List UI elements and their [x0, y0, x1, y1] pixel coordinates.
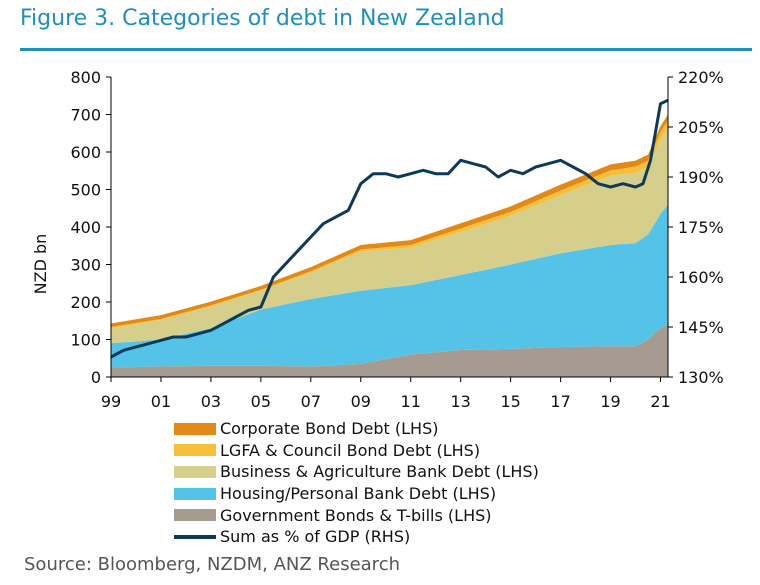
legend-swatch-business [174, 465, 216, 478]
legend-item-business: Business & Agriculture Bank Debt (LHS) [174, 461, 539, 483]
x-tick-label: 17 [550, 392, 570, 411]
legend-label-government: Government Bonds & T-bills (LHS) [220, 505, 492, 525]
right-tick-label: 145% [678, 318, 724, 337]
right-tick-label: 220% [678, 68, 724, 87]
x-tick-label: 05 [251, 392, 271, 411]
y-axis-title: NZD bn [31, 234, 50, 295]
legend-swatch-corporate [174, 422, 216, 435]
right-tick-label: 175% [678, 218, 724, 237]
figure-title: Figure 3. Categories of debt in New Zeal… [20, 6, 505, 31]
gdp-ratio-line [110, 98, 669, 359]
area-housing-personal-bank-debt-lhs [111, 204, 668, 368]
x-tick-label: 09 [351, 392, 371, 411]
left-y-ticks: 0 100 200 300 400 500 600 700 800 [70, 68, 111, 387]
right-tick-label: 130% [678, 368, 724, 387]
left-tick-label: 200 [70, 293, 101, 312]
right-tick-label: 160% [678, 268, 724, 287]
left-tick-label: 700 [70, 106, 101, 125]
legend-label-corporate: Corporate Bond Debt (LHS) [220, 419, 439, 439]
left-tick-label: 100 [70, 331, 101, 350]
area-government-bonds-t-bills-lhs [111, 324, 668, 377]
left-tick-label: 500 [70, 181, 101, 200]
left-tick-label: 0 [91, 368, 101, 387]
legend-swatch-housing [174, 487, 216, 500]
legend-item-gdp-ratio: Sum as % of GDP (RHS) [174, 526, 539, 548]
x-tick-label: 21 [650, 392, 670, 411]
x-tick-label: 15 [500, 392, 520, 411]
legend-label-gdp-ratio: Sum as % of GDP (RHS) [220, 527, 411, 547]
right-tick-label: 205% [678, 118, 724, 137]
legend-label-housing: Housing/Personal Bank Debt (LHS) [220, 484, 497, 504]
right-tick-label: 190% [678, 168, 724, 187]
legend-item-lgfa: LGFA & Council Bond Debt (LHS) [174, 440, 539, 462]
x-tick-label: 19 [600, 392, 620, 411]
stacked-areas [111, 114, 668, 377]
x-tick-label: 01 [151, 392, 171, 411]
x-tick-label: 07 [301, 392, 321, 411]
title-rule [20, 48, 752, 51]
x-tick-label: 13 [451, 392, 471, 411]
left-tick-label: 300 [70, 256, 101, 275]
legend: Corporate Bond Debt (LHS) LGFA & Council… [174, 418, 539, 548]
x-tick-label: 99 [101, 392, 121, 411]
legend-item-housing: Housing/Personal Bank Debt (LHS) [174, 483, 539, 505]
legend-swatch-government [174, 509, 216, 522]
legend-item-government: Government Bonds & T-bills (LHS) [174, 504, 539, 526]
x-tick-label: 11 [401, 392, 421, 411]
right-y-ticks: 130% 145% 160% 175% 190% 205% 220% [668, 68, 724, 387]
x-tick-label: 03 [201, 392, 221, 411]
line-sum-percent-gdp [110, 98, 669, 359]
legend-swatch-gdp-ratio [174, 534, 216, 539]
source-note: Source: Bloomberg, NZDM, ANZ Research [24, 554, 400, 575]
legend-item-corporate: Corporate Bond Debt (LHS) [174, 418, 539, 440]
legend-label-lgfa: LGFA & Council Bond Debt (LHS) [220, 440, 481, 460]
left-tick-label: 800 [70, 68, 101, 87]
legend-swatch-lgfa [174, 444, 216, 457]
left-tick-label: 400 [70, 218, 101, 237]
area-business-agriculture-bank-debt-lhs [111, 127, 668, 344]
x-ticks: 99 01 03 05 07 09 11 13 15 17 19 21 [101, 377, 671, 411]
legend-label-business: Business & Agriculture Bank Debt (LHS) [220, 462, 539, 482]
left-tick-label: 600 [70, 143, 101, 162]
